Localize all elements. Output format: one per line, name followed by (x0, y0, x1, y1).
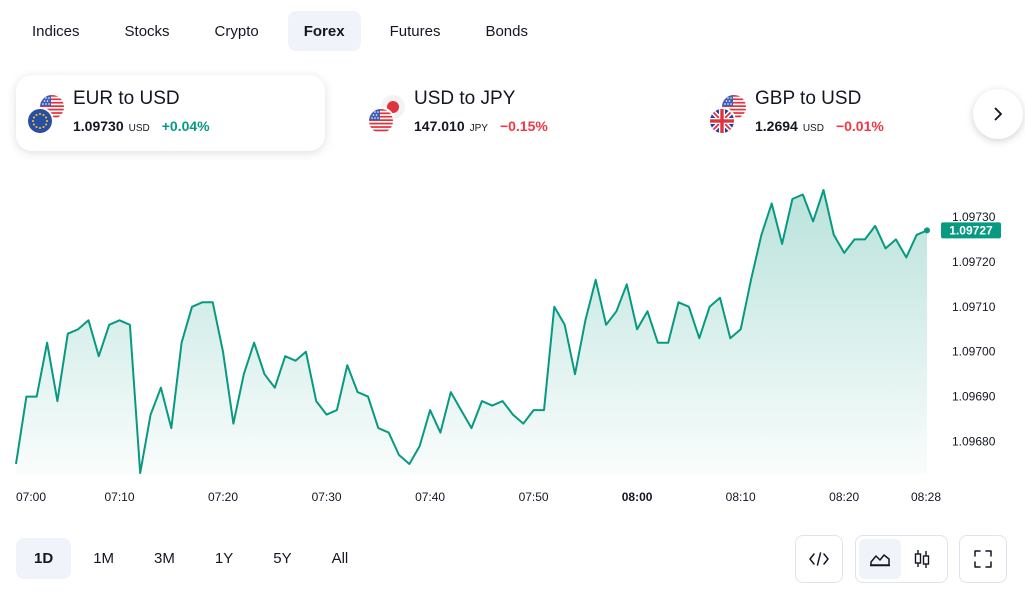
tab-crypto[interactable]: Crypto (214, 22, 259, 40)
range-all[interactable]: All (331, 550, 349, 567)
x-tick-label: 07:00 (16, 490, 46, 504)
pair-change: −0.01% (835, 118, 884, 134)
tab-forex[interactable]: Forex (287, 11, 361, 51)
x-tick-label: 08:10 (726, 490, 756, 504)
x-tick-label: 08:20 (829, 490, 859, 504)
pair-unit: USD (802, 123, 824, 134)
pair-unit: USD (128, 123, 150, 134)
y-tick-label: 1.09680 (952, 435, 996, 449)
pair-price: 1.2694 (755, 118, 798, 134)
pair-price: 147.010 (414, 118, 465, 134)
fullscreen-tool-group (959, 535, 1007, 583)
embed-button[interactable] (799, 539, 839, 579)
next-pairs-button[interactable] (973, 89, 1023, 139)
candlestick-icon (914, 550, 930, 568)
us-flag-icon (722, 95, 746, 119)
x-tick-label: 07:50 (519, 490, 549, 504)
range-1y[interactable]: 1Y (214, 550, 234, 567)
x-tick-label: 07:30 (312, 490, 342, 504)
fullscreen-button[interactable] (963, 539, 1003, 579)
pair-quote: 1.2694 USD −0.01% (755, 118, 884, 134)
x-tick-label: 07:10 (104, 490, 134, 504)
pair-quote: 1.09730 USD +0.04% (73, 118, 210, 134)
price-chart[interactable]: 1.09730 1.09720 1.09710 1.09700 1.09690 1.096… (0, 160, 1025, 520)
pair-card-usd-to-jpy[interactable]: USD to JPY 147.010 JPY −0.15% (357, 75, 666, 151)
y-tick-label: 1.09690 (952, 390, 996, 404)
range-3m[interactable]: 3M (154, 550, 175, 567)
embed-tool-group (795, 535, 843, 583)
pair-change: −0.15% (499, 118, 548, 134)
x-tick-label: 08:28 (911, 490, 941, 504)
area-chart-icon (870, 554, 890, 567)
us-flag-icon (369, 109, 393, 133)
time-range-selector: 1D 1M 3M 1Y 5Y All (16, 538, 370, 579)
market-tabs: Indices Stocks Crypto Forex Futures Bonds (16, 11, 557, 51)
last-price-dot (924, 227, 930, 234)
area-chart-button[interactable] (859, 539, 901, 579)
pair-quote: 147.010 JPY −0.15% (414, 118, 548, 134)
pair-name: EUR to USD (73, 88, 180, 109)
price-line (15, 189, 928, 474)
x-tick-label: 08:00 (622, 490, 653, 504)
candlestick-chart-button[interactable] (901, 539, 943, 579)
tab-stocks[interactable]: Stocks (124, 22, 170, 40)
eu-flag-icon (28, 109, 52, 133)
range-5y[interactable]: 5Y (273, 550, 292, 567)
pair-price: 1.09730 (73, 118, 124, 134)
tab-indices[interactable]: Indices (32, 22, 80, 40)
code-icon (809, 552, 829, 566)
chevron-right-icon (994, 107, 1002, 121)
currency-pair-cards: EUR to USD 1.09730 USD +0.04% USD to JPY 147.… (16, 75, 1025, 151)
fullscreen-icon (974, 550, 992, 568)
y-tick-label: 1.09700 (952, 345, 996, 359)
range-1d[interactable]: 1D (16, 538, 72, 579)
pair-card-eur-to-usd[interactable]: EUR to USD 1.09730 USD +0.04% (16, 75, 325, 151)
jp-flag-icon (381, 95, 405, 119)
x-tick-label: 07:20 (208, 490, 238, 504)
chart-style-group (855, 535, 948, 583)
x-tick-label: 07:40 (415, 490, 445, 504)
last-price-badge (941, 222, 1001, 239)
tab-bonds[interactable]: Bonds (485, 22, 528, 40)
price-area-fill (16, 190, 927, 475)
y-tick-label: 1.09710 (952, 300, 996, 314)
tab-futures[interactable]: Futures (389, 22, 441, 40)
last-price-badge-label: 1.09727 (949, 223, 993, 237)
uk-flag-icon (710, 109, 734, 133)
y-tick-label: 1.09730 (952, 210, 996, 224)
range-1m[interactable]: 1M (93, 550, 115, 567)
pair-name: GBP to USD (755, 88, 862, 109)
pair-name: USD to JPY (414, 88, 516, 109)
pair-unit: JPY (469, 123, 488, 134)
pair-change: +0.04% (161, 118, 210, 134)
pair-card-gbp-to-usd[interactable]: GBP to USD 1.2694 USD −0.01% (698, 75, 1007, 151)
y-tick-label: 1.09720 (952, 255, 996, 269)
